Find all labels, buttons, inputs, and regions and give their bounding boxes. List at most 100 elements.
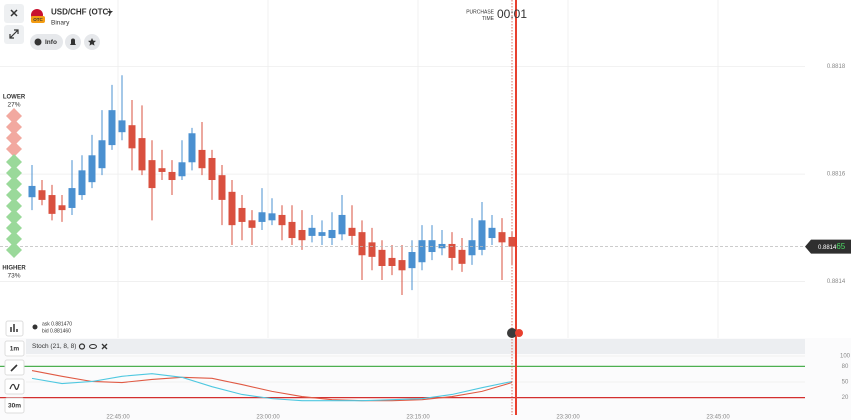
info-icon bbox=[34, 38, 42, 46]
chart-type-icon bbox=[10, 324, 18, 332]
current-price-label: 0.881465 bbox=[818, 242, 846, 251]
candle-body bbox=[278, 214, 286, 226]
candle-body bbox=[118, 120, 126, 133]
y-tick-label: 0.8816 bbox=[827, 172, 846, 178]
timer-dot bbox=[515, 329, 523, 337]
remove-icon[interactable] bbox=[101, 343, 108, 350]
candle-body bbox=[418, 240, 426, 263]
candle-body bbox=[58, 205, 66, 211]
candle-body bbox=[188, 133, 196, 163]
indicator-icon bbox=[9, 383, 20, 390]
candle-body bbox=[508, 236, 516, 247]
sentiment-bar bbox=[6, 108, 22, 258]
candle-body bbox=[358, 232, 366, 256]
candle-body bbox=[28, 185, 36, 198]
asset-name[interactable]: USD/CHF (OTC) bbox=[51, 8, 111, 17]
candle-body bbox=[108, 110, 116, 146]
asset-dropdown[interactable] bbox=[107, 11, 113, 14]
draw-icon bbox=[10, 364, 18, 372]
timeframe-button[interactable] bbox=[4, 340, 25, 357]
candle-body bbox=[128, 125, 136, 149]
period-button[interactable] bbox=[4, 397, 25, 414]
current-price-tag bbox=[805, 239, 851, 254]
timer-badge bbox=[507, 328, 523, 338]
candle-body bbox=[228, 191, 236, 226]
close-icon bbox=[10, 9, 18, 17]
info-label: Info bbox=[45, 39, 57, 46]
indicator-tick-label: 50 bbox=[842, 380, 849, 386]
candle-body bbox=[268, 213, 276, 221]
x-tick-label: 23:00:00 bbox=[256, 415, 280, 420]
indicator-tick-label: 20 bbox=[842, 395, 849, 401]
settings-icon[interactable] bbox=[78, 343, 86, 350]
candle-body bbox=[438, 243, 446, 249]
candle-body bbox=[158, 168, 166, 172]
bid-price: bid 0.881460 bbox=[42, 328, 71, 334]
candle-body bbox=[368, 242, 376, 257]
candle-body bbox=[408, 252, 416, 269]
candle-body bbox=[488, 227, 496, 239]
y-tick-label: 0.8814 bbox=[827, 279, 846, 285]
higher-diamonds bbox=[6, 154, 22, 258]
candle-body bbox=[338, 214, 346, 235]
candle-body bbox=[258, 212, 266, 222]
candle-body bbox=[148, 160, 156, 189]
info-button[interactable] bbox=[30, 34, 63, 50]
indicator-controls[interactable] bbox=[78, 343, 108, 350]
collapse-icon bbox=[9, 29, 19, 39]
candle-body bbox=[468, 240, 476, 256]
x-tick-label: 23:15:00 bbox=[406, 415, 430, 420]
timer-icon bbox=[507, 328, 517, 338]
candle-body bbox=[378, 249, 386, 266]
period-label: 30m bbox=[8, 403, 21, 410]
higher-label: HIGHER bbox=[2, 266, 26, 272]
lower-diamonds bbox=[6, 108, 22, 157]
lower-label: LOWER bbox=[3, 95, 26, 101]
candle-body bbox=[88, 155, 96, 183]
candle-body bbox=[328, 229, 336, 239]
candle-body bbox=[198, 149, 206, 169]
candle-body bbox=[298, 229, 306, 241]
indicator-title: Stoch (21, 8, 8) bbox=[32, 343, 76, 350]
candle-body bbox=[318, 232, 326, 236]
candle-body bbox=[448, 243, 456, 258]
indicator-line bbox=[31, 373, 513, 402]
candle-body bbox=[178, 162, 186, 177]
x-tick-label: 23:45:00 bbox=[706, 415, 730, 420]
candle-body bbox=[428, 240, 436, 253]
candle-body bbox=[308, 227, 316, 236]
flag-badge-text: OTC bbox=[33, 17, 43, 22]
y-tick-label: 0.8818 bbox=[827, 64, 846, 70]
candle-body bbox=[388, 257, 396, 266]
price-pips: 65 bbox=[836, 242, 845, 251]
candle-body bbox=[288, 221, 296, 239]
candle-body bbox=[348, 227, 356, 236]
visibility-icon[interactable] bbox=[89, 344, 97, 349]
x-tick-label: 23:30:00 bbox=[556, 415, 580, 420]
candle-body bbox=[168, 171, 176, 181]
purchase-label: TIME bbox=[482, 16, 495, 22]
lower-percent: 27% bbox=[7, 102, 20, 109]
x-tick-label: 22:45:00 bbox=[106, 415, 130, 420]
indicator-tick-label: 100 bbox=[840, 354, 851, 360]
candle-body bbox=[478, 220, 486, 250]
favorite-icon bbox=[88, 38, 96, 46]
candle-body bbox=[68, 188, 76, 208]
purchase-countdown: 00:01 bbox=[497, 7, 527, 21]
ask-price: ask 0.881470 bbox=[42, 321, 72, 327]
candle-body bbox=[248, 220, 256, 228]
timeframe-label: 1m bbox=[10, 346, 20, 353]
alert-icon bbox=[70, 38, 76, 45]
candle-body bbox=[458, 249, 466, 264]
candle-body bbox=[38, 190, 46, 200]
indicator-line bbox=[31, 370, 513, 402]
candle-body bbox=[398, 260, 406, 271]
candle-body bbox=[78, 170, 86, 196]
indicator-tick-label: 80 bbox=[842, 364, 849, 370]
candle-body bbox=[48, 195, 56, 214]
candle-body bbox=[98, 140, 106, 169]
purchase-label: PURCHASE bbox=[466, 9, 494, 15]
